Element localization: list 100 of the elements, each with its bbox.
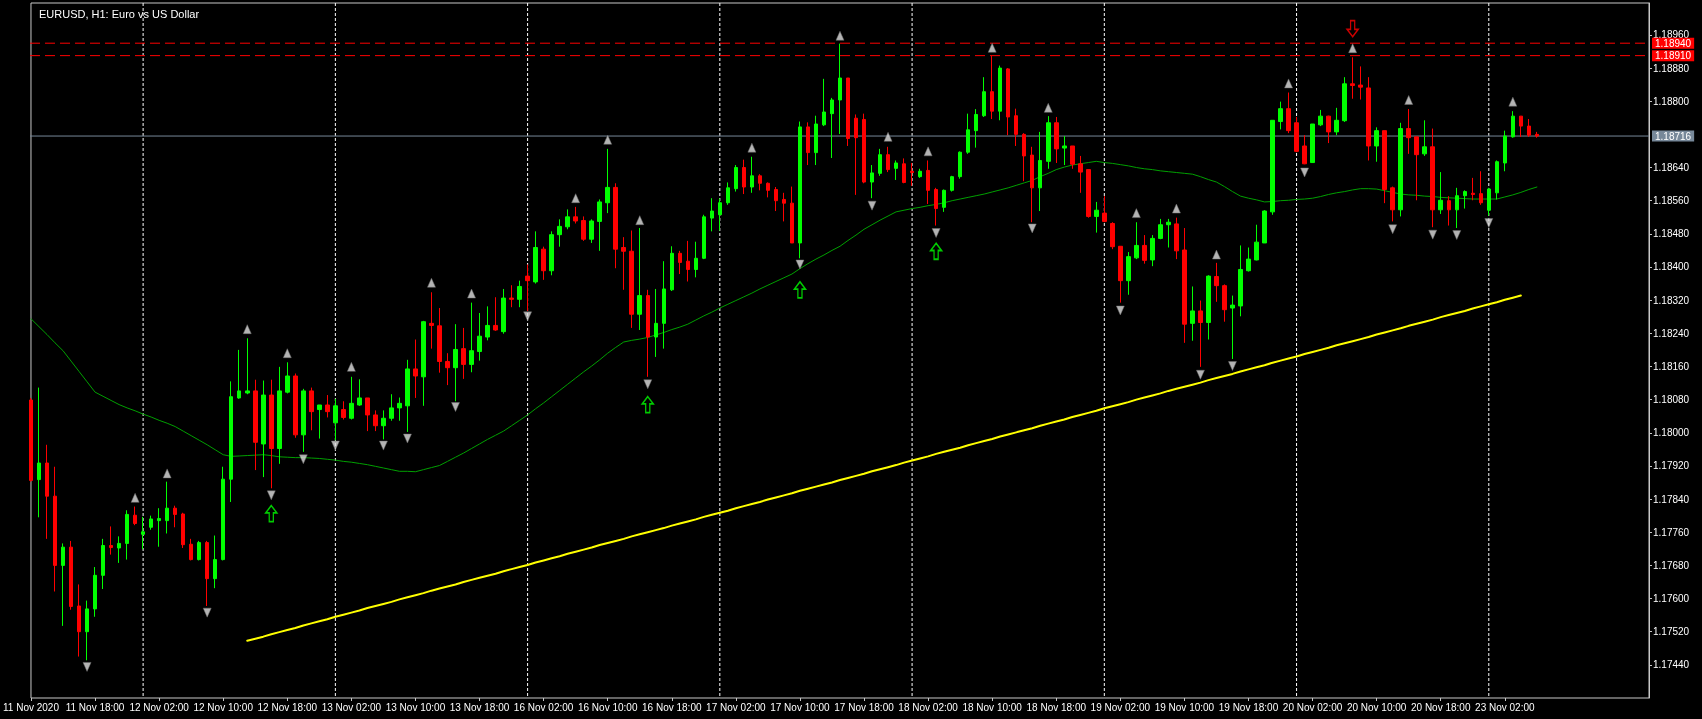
candlestick [1222, 283, 1227, 323]
candlestick [1326, 115, 1331, 144]
point [347, 362, 356, 372]
candlestick [974, 108, 978, 149]
x-tick-label: 18 Nov 02:00 [898, 701, 959, 713]
candlestick [349, 376, 354, 420]
candlestick [445, 352, 450, 386]
candlestick [782, 192, 786, 222]
candlestick [1438, 171, 1443, 215]
candlestick [317, 404, 322, 440]
candlestick [221, 466, 225, 561]
candlestick [726, 181, 730, 206]
y-tick-label: 1.17920 [1653, 460, 1690, 472]
x-tick-label: 23 Nov 02:00 [1475, 701, 1535, 713]
candlestick [1422, 119, 1427, 157]
point [242, 324, 252, 334]
candlestick [437, 307, 442, 374]
candlestick [918, 168, 922, 179]
candlestick [285, 361, 290, 394]
candlestick [245, 337, 250, 395]
point [1428, 229, 1438, 240]
candlestick [1238, 244, 1243, 317]
candlestick [702, 214, 706, 260]
candlestick [621, 236, 626, 291]
x-tick-label: 13 Nov 10:00 [385, 701, 446, 713]
point [1212, 249, 1221, 260]
candlestick [1398, 122, 1403, 217]
point [266, 490, 276, 501]
candlestick [61, 542, 65, 627]
candlestick [1206, 274, 1211, 341]
candlestick [950, 175, 954, 193]
point [1388, 224, 1397, 235]
x-tick-label: 19 Nov 02:00 [1090, 701, 1151, 713]
point [603, 134, 612, 145]
candlestick [37, 387, 41, 518]
candlestick [613, 182, 618, 269]
candlestick [822, 78, 826, 127]
point [1484, 218, 1494, 228]
point [1043, 103, 1053, 113]
candlestick [525, 264, 530, 312]
point [1452, 230, 1462, 240]
candlestick [1126, 251, 1131, 296]
y-tick-label: 1.17840 [1653, 493, 1690, 505]
candlestick [1270, 119, 1275, 216]
point [923, 146, 933, 157]
line-series [30, 160, 1538, 473]
candlestick [165, 481, 169, 534]
candlestick [421, 320, 426, 407]
candlestick [53, 466, 57, 592]
candlestick [389, 393, 394, 422]
y-tick-label: 1.17440 [1653, 659, 1690, 671]
candlestick [237, 349, 241, 400]
point [467, 288, 476, 299]
candlestick [1262, 209, 1267, 244]
candlestick [870, 164, 874, 199]
candlestick [998, 65, 1002, 121]
point [883, 132, 893, 142]
candlestick [838, 43, 842, 135]
candlestick [662, 260, 666, 350]
candlestick [333, 398, 338, 441]
candlestick [710, 197, 714, 232]
candlestick [1030, 146, 1034, 223]
candlestick [878, 148, 882, 177]
candlestick [806, 121, 810, 166]
candlestick [1310, 123, 1315, 164]
candlestick [293, 373, 298, 439]
candlestick [253, 379, 258, 471]
candlestick [1294, 116, 1299, 153]
candlestick [894, 159, 898, 181]
candlestick [1358, 65, 1363, 101]
y-tick-label: 1.18320 [1653, 294, 1690, 306]
candlestick [637, 227, 642, 331]
candlestick [157, 507, 161, 548]
x-tick-label: 12 Nov 02:00 [129, 701, 190, 713]
candlestick [1150, 234, 1155, 267]
x-tick-label: 19 Nov 18:00 [1218, 701, 1279, 713]
x-tick-label: 11 Nov 2020 [3, 701, 60, 713]
candlestick [910, 162, 914, 187]
candlestick [1246, 247, 1251, 273]
x-tick-label: 16 Nov 10:00 [577, 701, 638, 713]
x-tick-label: 17 Nov 10:00 [770, 701, 831, 713]
candlestick [173, 505, 177, 528]
candlestick [573, 206, 578, 224]
x-tick-label: 13 Nov 18:00 [449, 701, 510, 713]
y-tick-label: 1.18240 [1653, 327, 1690, 339]
candlestick [261, 380, 266, 478]
point [1404, 95, 1413, 105]
candlestick [934, 187, 938, 227]
candlestick [718, 198, 722, 232]
candlestick [101, 538, 105, 590]
candlestick [1334, 107, 1339, 136]
point [202, 607, 212, 618]
point [451, 402, 460, 412]
candlestick [654, 288, 658, 358]
candlestick [1390, 186, 1395, 222]
candlestick [1406, 108, 1411, 155]
candlestick [1054, 116, 1059, 164]
candlestick [1086, 169, 1091, 219]
candlestick [149, 515, 153, 531]
candlestick [565, 208, 570, 230]
